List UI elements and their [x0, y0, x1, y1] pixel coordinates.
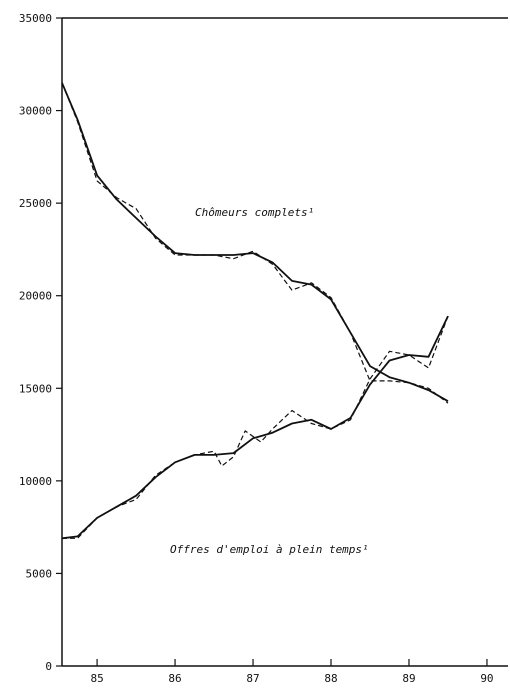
annotation: Offres d'emploi à plein temps¹ — [170, 543, 369, 556]
y-tick-label: 5000 — [26, 567, 53, 580]
y-tick-label: 25000 — [19, 197, 52, 210]
x-tick-label: 88 — [324, 672, 337, 685]
line — [61, 315, 449, 540]
y-tick-label: 0 — [45, 660, 52, 673]
line — [61, 82, 449, 404]
x-tick-label: 87 — [246, 672, 259, 685]
y-tick-label: 35000 — [19, 12, 52, 25]
x-tick-label: 86 — [168, 672, 181, 685]
y-tick-label: 20000 — [19, 290, 52, 303]
x-tick-label: 85 — [90, 672, 103, 685]
annotation: Chômeurs complets¹ — [195, 206, 314, 219]
y-tick-label: 30000 — [19, 105, 52, 118]
x-tick-label: 89 — [402, 672, 415, 685]
y-tick-label: 10000 — [19, 475, 52, 488]
y-tick-label: 15000 — [19, 382, 52, 395]
x-tick-label: 90 — [480, 672, 493, 685]
line — [61, 82, 449, 402]
line — [62, 315, 449, 539]
